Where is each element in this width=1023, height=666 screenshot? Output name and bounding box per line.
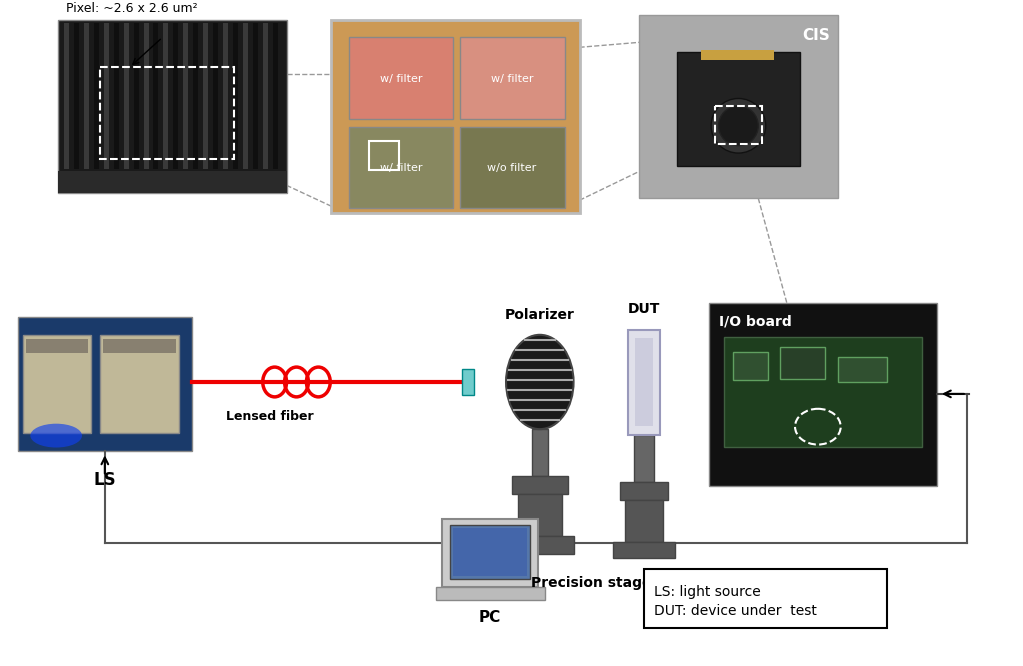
Bar: [24, 335, 91, 433]
Bar: [733, 352, 768, 380]
Text: Polarizer: Polarizer: [505, 308, 575, 322]
Bar: [453, 528, 527, 575]
Bar: [263, 23, 268, 169]
Bar: [701, 51, 774, 60]
Text: PC: PC: [479, 610, 501, 625]
Bar: [204, 23, 208, 169]
Bar: [460, 37, 565, 119]
Bar: [349, 127, 453, 208]
Bar: [436, 587, 545, 601]
Bar: [838, 357, 887, 382]
Bar: [781, 347, 825, 379]
Text: I/O board: I/O board: [718, 314, 792, 328]
Text: w/ filter: w/ filter: [380, 163, 422, 173]
Text: LS: LS: [93, 472, 117, 490]
Text: Precision stage: Precision stage: [531, 575, 652, 589]
Ellipse shape: [718, 106, 758, 146]
Text: Lensed fiber: Lensed fiber: [226, 410, 313, 423]
Bar: [124, 23, 129, 169]
Bar: [100, 335, 179, 433]
Bar: [74, 23, 79, 169]
Bar: [273, 23, 277, 169]
Bar: [450, 525, 530, 579]
Bar: [349, 37, 453, 119]
Bar: [518, 494, 562, 536]
Bar: [614, 542, 675, 557]
Bar: [506, 536, 574, 554]
Bar: [153, 23, 159, 169]
Text: w/ filter: w/ filter: [491, 74, 533, 84]
Bar: [223, 23, 228, 169]
Text: Pixel: ~2.6 x 2.6 um²: Pixel: ~2.6 x 2.6 um²: [66, 1, 197, 15]
Bar: [103, 339, 176, 353]
Bar: [369, 141, 399, 170]
Bar: [644, 569, 887, 628]
Bar: [723, 337, 922, 446]
Bar: [114, 23, 119, 169]
Bar: [628, 330, 660, 435]
Bar: [84, 23, 89, 169]
Bar: [715, 106, 762, 144]
Bar: [462, 369, 475, 395]
Bar: [460, 127, 565, 208]
Bar: [134, 23, 138, 169]
Text: w/ filter: w/ filter: [380, 74, 422, 84]
Bar: [620, 482, 668, 500]
Bar: [183, 23, 188, 169]
Bar: [443, 519, 538, 587]
Bar: [193, 23, 198, 169]
Bar: [173, 23, 178, 169]
Text: DUT: DUT: [628, 302, 660, 316]
Bar: [64, 23, 70, 169]
Bar: [639, 15, 838, 198]
Bar: [331, 19, 579, 213]
Bar: [253, 23, 258, 169]
Bar: [18, 318, 192, 452]
Bar: [164, 23, 169, 169]
Bar: [532, 429, 547, 476]
Bar: [635, 338, 653, 426]
Text: CIS: CIS: [802, 29, 830, 43]
Ellipse shape: [506, 335, 574, 429]
Text: DUT: device under  test: DUT: device under test: [654, 605, 817, 619]
Bar: [58, 171, 286, 193]
Bar: [233, 23, 238, 169]
Bar: [100, 67, 234, 159]
Bar: [94, 23, 99, 169]
Ellipse shape: [711, 99, 766, 153]
Bar: [104, 23, 108, 169]
Bar: [58, 19, 286, 193]
Bar: [242, 23, 248, 169]
Bar: [634, 435, 654, 482]
Bar: [677, 52, 800, 166]
Bar: [512, 476, 568, 494]
Text: w/o filter: w/o filter: [487, 163, 537, 173]
Bar: [625, 500, 663, 542]
Bar: [709, 302, 937, 486]
Text: LS: light source: LS: light source: [654, 585, 761, 599]
Bar: [143, 23, 148, 169]
Ellipse shape: [31, 424, 82, 448]
Bar: [213, 23, 218, 169]
Bar: [27, 339, 88, 353]
